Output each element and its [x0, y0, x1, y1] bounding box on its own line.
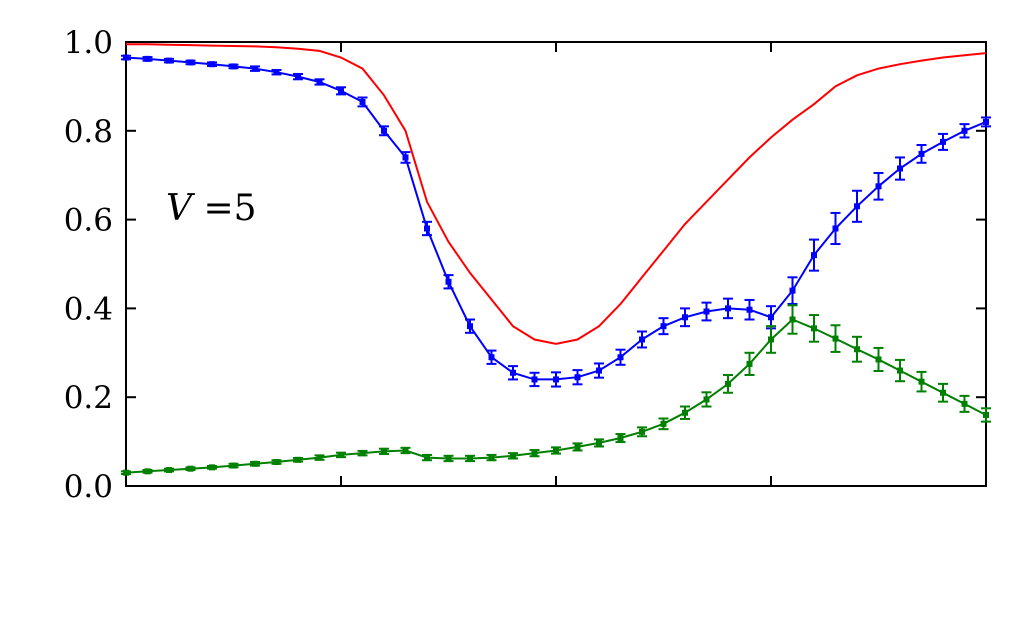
data-point [854, 203, 860, 210]
data-point [187, 59, 194, 66]
data-point [230, 63, 237, 70]
data-point [123, 469, 129, 476]
series-0 [126, 43, 987, 345]
data-point [811, 325, 817, 332]
data-point [789, 287, 796, 294]
data-point [166, 467, 172, 474]
data-point [553, 447, 559, 454]
data-point [574, 443, 581, 450]
data-point [639, 428, 645, 435]
annotation-label: V =5 [166, 188, 257, 229]
data-point [316, 78, 323, 85]
data-point [617, 435, 624, 442]
data-point [273, 69, 280, 76]
data-point [875, 183, 882, 190]
data-point [381, 448, 387, 455]
data-point [209, 464, 215, 471]
annotation-value: =5 [192, 188, 257, 229]
data-point [746, 360, 753, 367]
data-point [445, 455, 452, 462]
data-point [209, 61, 215, 68]
data-point [897, 367, 903, 374]
data-point [402, 447, 409, 454]
data-point [273, 459, 280, 466]
series-line [126, 43, 987, 345]
data-point [187, 465, 194, 472]
data-point [918, 150, 925, 157]
data-point [510, 452, 516, 459]
data-point [381, 127, 387, 134]
data-point [359, 98, 366, 105]
data-point [445, 278, 452, 285]
y-tick-label: 1.0 [64, 25, 113, 61]
data-point [531, 450, 538, 457]
data-point [144, 468, 151, 475]
data-point [875, 356, 882, 363]
data-point [596, 439, 602, 446]
annotation-variable: V [166, 188, 196, 229]
data-point [768, 336, 774, 343]
data-point [295, 456, 301, 463]
data-point [488, 354, 495, 361]
data-point [424, 454, 430, 461]
series-1 [121, 54, 991, 388]
data-point [144, 55, 151, 62]
data-point [725, 305, 731, 312]
axes: 0.0 0.2 0.4 0.6 0.8 1.0 [64, 25, 987, 505]
y-tick-label: 0.8 [64, 114, 113, 150]
data-point [832, 335, 839, 342]
data-point [338, 87, 344, 94]
data-point [940, 389, 946, 396]
data-point [617, 354, 624, 361]
data-point [639, 336, 645, 343]
data-point [682, 409, 688, 416]
series-2 [121, 304, 991, 476]
data-point [338, 451, 344, 458]
data-point [703, 308, 710, 315]
y-tick-label: 0.6 [64, 203, 113, 239]
data-point [424, 225, 430, 232]
data-point [574, 374, 581, 381]
series-layer [121, 43, 991, 476]
data-point [359, 450, 366, 457]
data-point [811, 252, 817, 259]
data-point [467, 455, 473, 462]
data-point [316, 454, 323, 461]
y-tick-label: 0.4 [64, 291, 113, 327]
data-point [897, 165, 903, 172]
data-point [596, 367, 602, 374]
data-point [402, 154, 409, 161]
data-point [488, 454, 495, 461]
data-point [682, 314, 688, 321]
data-point [510, 369, 516, 376]
data-point [768, 314, 774, 321]
data-point [166, 57, 172, 64]
y-tick-label: 0.2 [64, 380, 113, 416]
data-point [961, 400, 968, 407]
plot-frame [125, 41, 987, 487]
data-point [467, 323, 473, 330]
data-point [725, 380, 731, 387]
data-point [553, 376, 559, 383]
data-point [854, 346, 860, 353]
data-point [123, 54, 129, 61]
y-tick-label: 0.0 [64, 469, 113, 505]
data-point [660, 420, 667, 427]
data-point [746, 306, 753, 313]
data-point [961, 127, 968, 134]
data-point [295, 73, 301, 80]
data-point [531, 376, 538, 383]
data-point [983, 118, 989, 125]
data-point [230, 462, 237, 469]
data-point [789, 316, 796, 323]
data-point [252, 460, 258, 467]
data-point [660, 323, 667, 330]
data-point [940, 138, 946, 145]
data-point [983, 411, 989, 418]
data-point [832, 225, 839, 232]
data-point [918, 378, 925, 385]
data-point [252, 65, 258, 72]
data-point [703, 396, 710, 403]
